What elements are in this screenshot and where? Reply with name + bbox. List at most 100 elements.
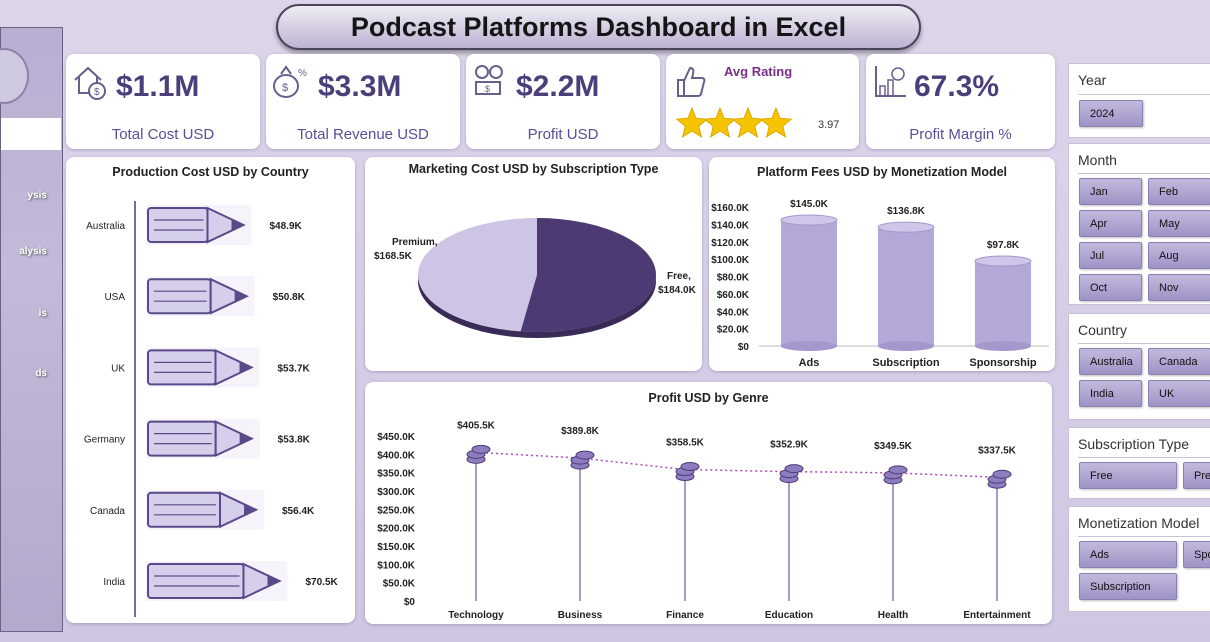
rating-label: Avg Rating xyxy=(724,64,793,79)
pencil-bar xyxy=(146,276,255,317)
y-tick-label: $250.0K xyxy=(377,505,416,516)
data-label: $358.5K xyxy=(666,438,705,449)
slicer-monetization-model: Monetization Model Ads Spon Subscription xyxy=(1068,506,1210,612)
slicer-option-feb[interactable]: Feb xyxy=(1148,178,1210,205)
coin-stack-marker xyxy=(570,450,595,470)
star-icon xyxy=(759,106,793,138)
kpi-total-cost: $ $1.1M Total Cost USD xyxy=(66,54,260,149)
slicer-option-sponsorship[interactable]: Spon xyxy=(1183,541,1210,568)
data-label: $405.5K xyxy=(457,420,496,431)
svg-text:$: $ xyxy=(485,84,490,94)
slicer-subscription-type: Subscription Type Free Prem xyxy=(1068,427,1210,499)
slicer-option-nov[interactable]: Nov xyxy=(1148,274,1210,301)
slicer-title: Monetization Model xyxy=(1078,515,1200,531)
slice-label: Free, xyxy=(667,271,691,282)
slicer-option-aug[interactable]: Aug xyxy=(1148,242,1210,269)
thumbs-up-icon xyxy=(677,66,706,97)
x-tick-label: Finance xyxy=(666,610,704,621)
coin-stack-marker xyxy=(779,464,804,484)
slicer-option-jul[interactable]: Jul xyxy=(1079,242,1142,269)
y-tick-label: $140.0K xyxy=(711,220,750,231)
category-label: USA xyxy=(104,292,125,303)
y-tick-label: $150.0K xyxy=(377,542,416,553)
x-tick-label: Business xyxy=(558,610,603,621)
kpi-profit-margin: 67.3% Profit Margin % xyxy=(866,54,1055,149)
data-label: $70.5K xyxy=(306,577,339,588)
kpi-value: $2.2M xyxy=(516,70,600,103)
slicer-title: Year xyxy=(1078,72,1107,88)
slicer-option-premium[interactable]: Prem xyxy=(1183,462,1210,489)
y-tick-label: $50.0K xyxy=(383,579,416,590)
platform-fees-chart: Platform Fees USD by Monetization Model … xyxy=(709,157,1055,371)
slice-value: $184.0K xyxy=(658,285,697,296)
data-label: $337.5K xyxy=(978,445,1017,456)
slicer-country: Country Australia Canada India UK xyxy=(1068,313,1210,420)
kpi-label: Total Cost USD xyxy=(111,126,215,143)
production-cost-chart: Production Cost USD by Country Australia… xyxy=(66,157,355,623)
kpi-value: $3.3M xyxy=(318,70,402,103)
chart-title: Marketing Cost USD by Subscription Type xyxy=(408,162,659,176)
slicer-option-jan[interactable]: Jan xyxy=(1079,178,1142,205)
sidebar-item-active[interactable] xyxy=(1,118,61,150)
sidebar-item-3[interactable]: is xyxy=(38,308,47,319)
pencil-bar xyxy=(146,205,252,245)
chart-title: Profit USD by Genre xyxy=(648,391,769,405)
sidebar-item-analysis-2[interactable]: alysis xyxy=(19,246,47,257)
rating-stars xyxy=(676,106,793,138)
y-tick-label: $60.0K xyxy=(717,290,750,301)
slicer-month: Month Jan Feb Apr May Jul Aug Oct Nov xyxy=(1068,143,1210,305)
pie-plot: Premium, $168.5K Free, $184.0K xyxy=(374,218,697,338)
svg-text:$: $ xyxy=(282,82,288,94)
svg-text:$: $ xyxy=(94,87,100,98)
slicer-option-australia[interactable]: Australia xyxy=(1079,348,1142,375)
lollipop-line-plot: $0 $50.0K $100.0K $150.0K $200.0K $250.0K $300… xyxy=(377,420,1031,621)
slicer-option-may[interactable]: May xyxy=(1148,210,1210,237)
slicer-option-india[interactable]: India xyxy=(1079,380,1142,407)
y-tick-label: $200.0K xyxy=(377,524,416,535)
y-tick-label: $80.0K xyxy=(717,273,750,284)
sidebar-item-4[interactable]: ds xyxy=(35,368,47,379)
slicer-option-2024[interactable]: 2024 xyxy=(1079,100,1143,127)
y-tick-label: $400.0K xyxy=(377,450,416,461)
rating-value: 3.97 xyxy=(818,119,840,131)
y-tick-label: $350.0K xyxy=(377,469,416,480)
logo-icon xyxy=(0,48,29,104)
star-icon xyxy=(676,106,709,138)
data-label: $56.4K xyxy=(282,506,315,517)
data-label: $53.7K xyxy=(278,363,311,374)
coin-stack-marker xyxy=(987,469,1012,489)
slicer-year: Year 2024 xyxy=(1068,63,1210,138)
growth-chart-icon xyxy=(875,66,906,97)
kpi-profit: $ $2.2M Profit USD xyxy=(466,54,660,149)
y-tick-label: $40.0K xyxy=(717,307,750,318)
kpi-total-revenue: $ % $3.3M Total Revenue USD xyxy=(266,54,460,149)
x-tick-label: Entertainment xyxy=(963,610,1031,621)
data-label: $352.9K xyxy=(770,440,809,451)
category-label: India xyxy=(103,577,125,588)
slicer-title: Month xyxy=(1078,152,1117,168)
cash-stack-icon: $ xyxy=(475,65,503,95)
y-tick-label: $120.0K xyxy=(711,238,750,249)
pencil-bar xyxy=(146,418,260,459)
slicer-option-oct[interactable]: Oct xyxy=(1079,274,1142,301)
x-tick-label: Health xyxy=(878,610,909,621)
slicer-option-subscription[interactable]: Subscription xyxy=(1079,573,1177,600)
dashboard-title: Podcast Platforms Dashboard in Excel xyxy=(276,4,921,50)
coin-stack-marker xyxy=(883,465,908,485)
star-icon xyxy=(731,106,765,138)
y-tick-label: $0 xyxy=(404,597,416,608)
data-label: $389.8K xyxy=(561,426,600,437)
slicer-option-free[interactable]: Free xyxy=(1079,462,1177,489)
chart-title: Platform Fees USD by Monetization Model xyxy=(756,165,1008,179)
slicer-option-ads[interactable]: Ads xyxy=(1079,541,1177,568)
sidebar-item-analysis[interactable]: ysis xyxy=(27,190,47,201)
star-icon xyxy=(703,106,737,138)
slicer-option-canada[interactable]: Canada xyxy=(1148,348,1210,375)
marketing-cost-chart: Marketing Cost USD by Subscription Type … xyxy=(365,157,702,371)
slicer-option-uk[interactable]: UK xyxy=(1148,380,1210,407)
data-label: $145.0K xyxy=(790,199,829,210)
slicer-option-apr[interactable]: Apr xyxy=(1079,210,1142,237)
pencil-bar xyxy=(146,489,264,530)
coin-stack-marker xyxy=(675,462,700,482)
slice-value: $168.5K xyxy=(374,251,413,262)
